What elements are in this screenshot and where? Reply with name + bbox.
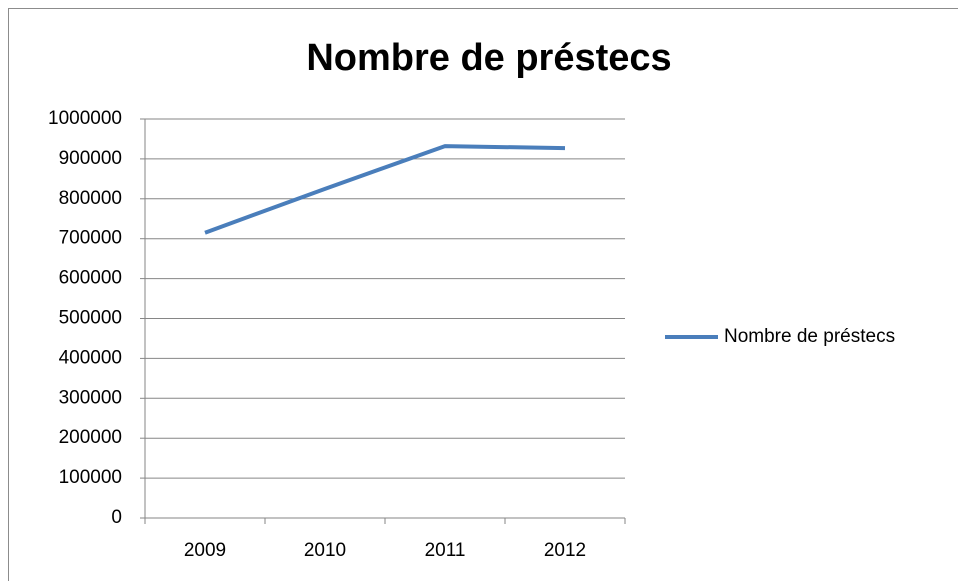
y-tick-label: 1000000 <box>48 108 122 129</box>
y-tick-label: 400000 <box>59 347 122 368</box>
y-tick-label: 500000 <box>59 308 122 329</box>
y-tick-label: 300000 <box>59 387 122 408</box>
y-tick-label: 200000 <box>59 427 122 448</box>
legend-label: Nombre de préstecs <box>724 326 895 347</box>
y-tick-label: 100000 <box>59 467 122 488</box>
y-tick-label: 900000 <box>59 148 122 169</box>
y-tick-label: 600000 <box>59 268 122 289</box>
x-tick-label: 2009 <box>184 540 226 561</box>
y-tick-label: 800000 <box>59 188 122 209</box>
y-tick-label: 700000 <box>59 228 122 249</box>
chart-frame <box>8 8 958 581</box>
data-line <box>204 144 566 235</box>
chart-title: Nombre de préstecs <box>306 37 671 79</box>
x-tick-label: 2011 <box>425 540 466 561</box>
x-tick-label: 2012 <box>544 540 586 561</box>
y-tick-label: 0 <box>111 507 122 528</box>
x-tick-label: 2010 <box>304 540 346 561</box>
